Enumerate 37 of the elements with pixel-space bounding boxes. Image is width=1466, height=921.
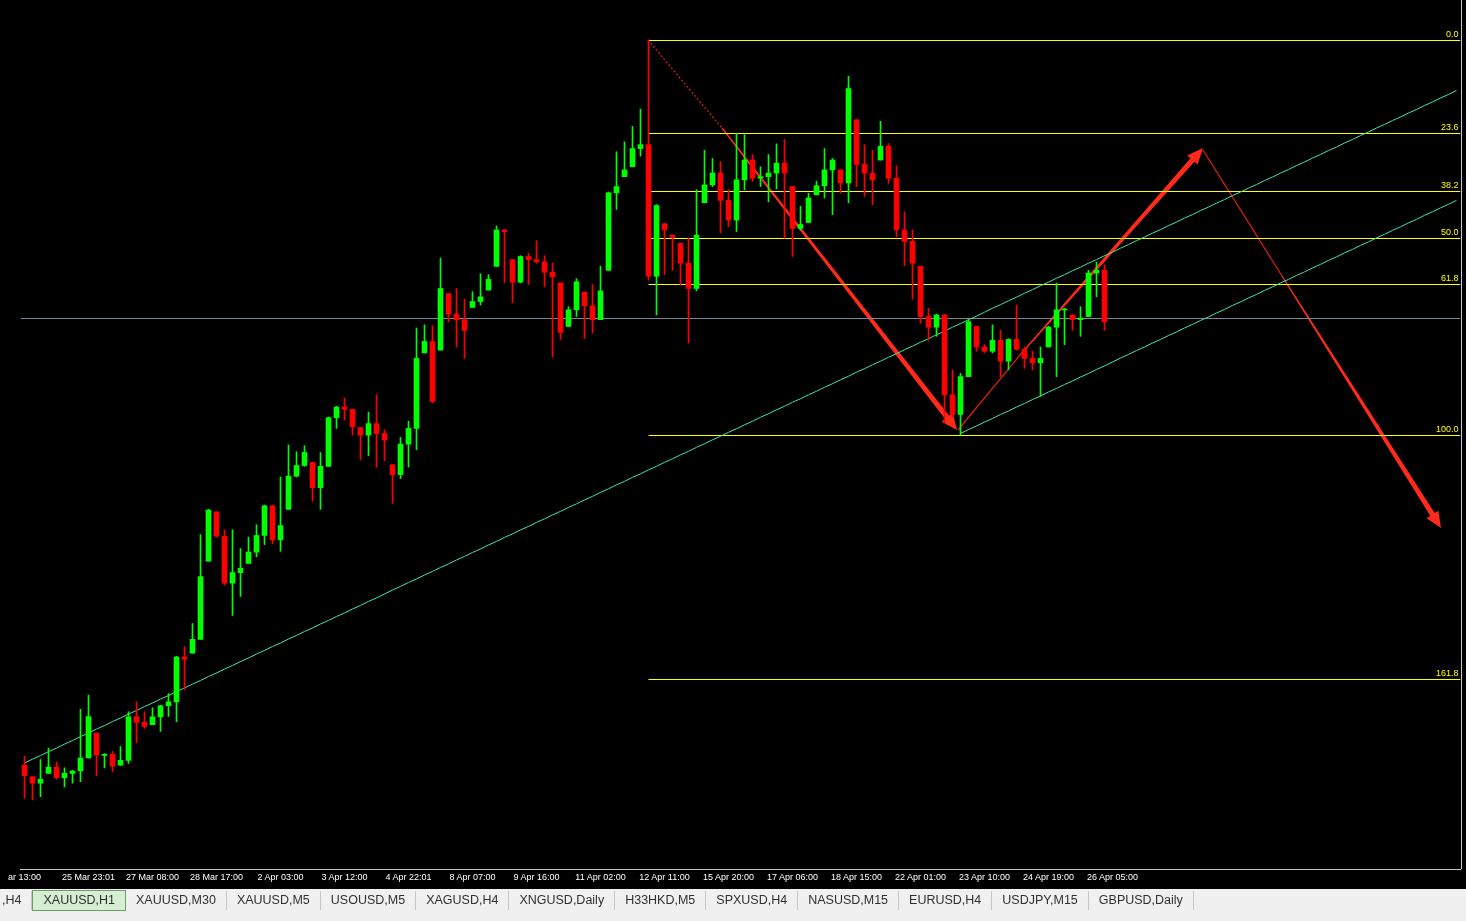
x-tick-label: 25 Mar 23:01	[61, 871, 116, 882]
ref-line-label: 23.6	[1440, 122, 1459, 133]
x-tick-label: 24 Apr 19:00	[1022, 871, 1075, 882]
tab: USDJPY,M15	[992, 891, 1089, 910]
selected-tab: XAUUSD,H1	[32, 890, 126, 911]
x-tick-label: 26 Apr 05:00	[1086, 871, 1139, 882]
x-tick-label: 18 Apr 15:00	[830, 871, 883, 882]
ref-line-label: 38.2	[1440, 180, 1459, 191]
x-tick-label: 22 Apr 01:00	[894, 871, 947, 882]
x-tick-label: 17 Apr 06:00	[766, 871, 819, 882]
ref-line-label: 0.0	[1445, 29, 1459, 40]
x-tick-label: 11 Apr 02:00	[575, 871, 626, 882]
x-tick-label: 28 Mar 17:00	[189, 871, 244, 882]
x-tick-label: 2 Apr 03:00	[257, 871, 304, 882]
tab: NASUSD,M15	[798, 891, 900, 910]
tab: H33HKD,M5	[615, 891, 707, 910]
x-tick-label: 27 Mar 08:00	[125, 871, 180, 882]
x-tick-label: 3 Apr 12:00	[321, 871, 368, 882]
x-tick-label: 23 Apr 10:00	[958, 871, 1011, 882]
x-tick-label: 15 Apr 20:00	[702, 871, 755, 882]
x-tick-label: 12 Apr 11:00	[639, 871, 690, 882]
tab: SPXUSD,H4	[706, 891, 799, 910]
tab: GBPUSD,Daily	[1088, 891, 1194, 910]
x-tick-label: ar 13:00	[7, 871, 42, 882]
ref-line-label: 100.0	[1435, 424, 1459, 435]
tab: XNGUSD,Daily	[509, 891, 616, 910]
ref-line-label: 50.0	[1440, 227, 1459, 238]
x-tick-label: 8 Apr 07:00	[449, 871, 496, 882]
x-tick-label: 4 Apr 22:01	[385, 871, 432, 882]
tab: USOUSD,M5	[320, 891, 417, 910]
tab: XAGUSD,H4	[416, 891, 510, 910]
ref-line-label: 161.8	[1435, 668, 1459, 679]
ref-line-label: 61.8	[1440, 273, 1459, 284]
tab: EURUSD,H4	[899, 891, 993, 910]
tab: XAUUSD,M30	[126, 891, 227, 910]
x-tick-label: 9 Apr 16:00	[513, 871, 560, 882]
tab: XAUUSD,M5	[226, 891, 321, 910]
